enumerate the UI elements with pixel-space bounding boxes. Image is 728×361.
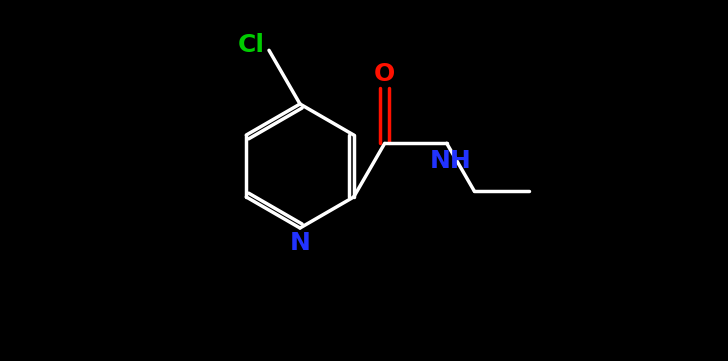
Text: NH: NH: [430, 149, 472, 173]
Text: Cl: Cl: [237, 33, 264, 57]
Text: O: O: [374, 62, 395, 86]
Text: N: N: [290, 231, 310, 255]
